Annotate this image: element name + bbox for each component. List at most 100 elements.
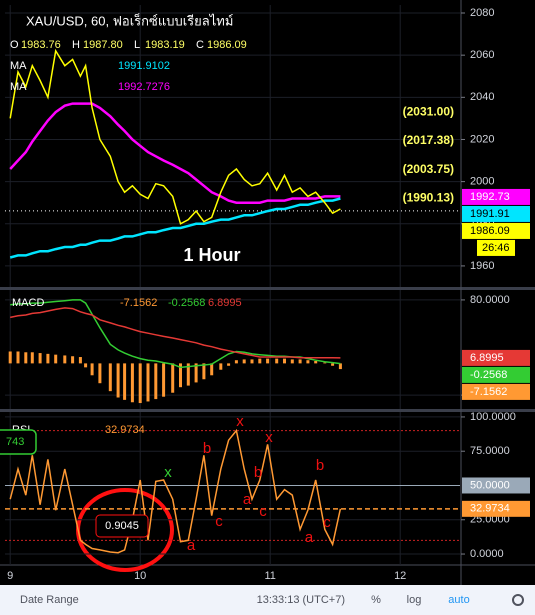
y-tick-label: 2020 <box>470 133 494 145</box>
histogram-bar <box>298 359 302 364</box>
histogram-bar <box>98 363 102 384</box>
histogram-bar <box>331 363 335 366</box>
y-tick-label: 2040 <box>470 91 494 103</box>
price-badge <box>462 349 530 366</box>
histogram-bar <box>171 363 175 393</box>
price-badge-label: -0.2568 <box>470 369 507 381</box>
wave-label: c <box>259 503 267 520</box>
wave-label: b <box>316 457 324 474</box>
wave-label: x <box>236 413 244 430</box>
wave-label: b <box>203 440 211 457</box>
level-label: (2031.00) <box>403 104 454 118</box>
legend-value: -7.1562 <box>120 297 157 309</box>
histogram-bar <box>202 363 206 380</box>
histogram-bar <box>194 363 198 383</box>
histogram-bar <box>130 363 134 403</box>
wave-label: a <box>305 529 314 546</box>
y-tick-label: 2000 <box>470 176 494 188</box>
x-tick-label: 10 <box>134 570 146 582</box>
histogram-bar <box>108 363 112 392</box>
price-badge <box>462 205 530 222</box>
callout-box <box>95 514 149 538</box>
price-badge-label: -7.1562 <box>470 386 507 398</box>
wave-label: a <box>243 491 252 508</box>
y-tick-label: 0.0000 <box>470 548 504 560</box>
series-line <box>10 307 341 359</box>
series-line <box>9 428 342 554</box>
histogram-bar <box>123 363 127 400</box>
histogram-bar <box>84 363 88 368</box>
histogram-bar <box>38 353 42 364</box>
price-badge <box>462 188 530 205</box>
histogram-bar <box>258 358 262 364</box>
chart-title: XAU/USD, 60, ฟอเร็กซ์แบบเรียลไทม์ <box>26 11 233 28</box>
histogram-bar <box>63 355 67 364</box>
histogram-bar <box>314 361 318 364</box>
y-tick-label: 1960 <box>470 260 494 272</box>
gear[interactable] <box>512 594 524 606</box>
indicator-title: MACD <box>12 297 44 309</box>
histogram-bar <box>46 353 50 364</box>
y-tick-label: 75.0000 <box>470 445 510 457</box>
histogram-bar <box>323 362 327 364</box>
countdown: 26:46 <box>482 242 510 254</box>
auto-toggle[interactable]: auto <box>448 594 469 606</box>
ohlc-key: H <box>72 39 80 51</box>
wave-label: x <box>265 429 273 446</box>
price-badge <box>462 477 530 494</box>
legend-value: 32.9734 <box>105 424 145 436</box>
clock: 13:33:13 (UTC+7) <box>257 594 345 606</box>
percent-toggle[interactable]: % <box>371 594 381 606</box>
y-tick-label: 80.0000 <box>470 294 510 306</box>
histogram-bar <box>146 363 150 402</box>
histogram-bar <box>290 359 294 364</box>
wave-label: x <box>164 464 172 481</box>
histogram-bar <box>219 363 223 370</box>
wave-label: c <box>215 513 223 530</box>
ohlc-key: O <box>10 39 19 51</box>
series-line <box>9 102 341 204</box>
panel-separator <box>0 287 535 290</box>
ohlc-value: 1983.76 <box>21 39 61 51</box>
level-label: (2017.38) <box>403 133 454 147</box>
legend-value: 1991.9102 <box>118 60 170 72</box>
legend-value: -0.2568 <box>168 297 205 309</box>
ohlc-value: 1983.19 <box>145 39 185 51</box>
ohlc-value: 1986.09 <box>207 39 247 51</box>
histogram-bar <box>275 358 279 364</box>
settings-icon[interactable] <box>512 594 524 606</box>
y-tick-label: 100.0000 <box>470 411 516 423</box>
legend-name: MA <box>10 60 27 72</box>
price-badge <box>462 383 530 400</box>
histogram-bar <box>210 363 214 376</box>
ohlc-key: C <box>196 39 204 51</box>
ohlc-value: 1987.80 <box>83 39 123 51</box>
price-badge-label: 6.8995 <box>470 352 504 364</box>
countdown-bg <box>477 239 515 256</box>
histogram-bar <box>283 358 286 364</box>
level-label: (2003.75) <box>403 162 454 176</box>
price-badge-label: 1992.73 <box>470 191 510 203</box>
clipped-label: 743 <box>6 436 24 448</box>
log-toggle[interactable]: log <box>407 594 422 606</box>
legend-value: 1992.7276 <box>118 81 170 93</box>
date-range[interactable]: Date Range <box>20 594 79 606</box>
callout-label: 0.9045 <box>105 520 139 532</box>
histogram-bar <box>266 358 270 364</box>
legend-name: MA <box>10 81 27 93</box>
histogram-bar <box>16 351 20 364</box>
histogram-bar <box>116 363 120 398</box>
histogram-bar <box>338 363 342 370</box>
toolbar <box>0 585 535 615</box>
histogram-bar <box>234 360 238 364</box>
price-badge <box>462 366 530 383</box>
histogram-bar <box>30 352 34 364</box>
panel-separator <box>0 409 535 412</box>
level-label: (1990.13) <box>403 191 454 205</box>
histogram-bar <box>24 352 28 364</box>
series-line <box>9 48 341 225</box>
histogram-bar <box>306 360 310 364</box>
histogram-bar <box>227 363 231 366</box>
price-badge <box>462 222 530 239</box>
